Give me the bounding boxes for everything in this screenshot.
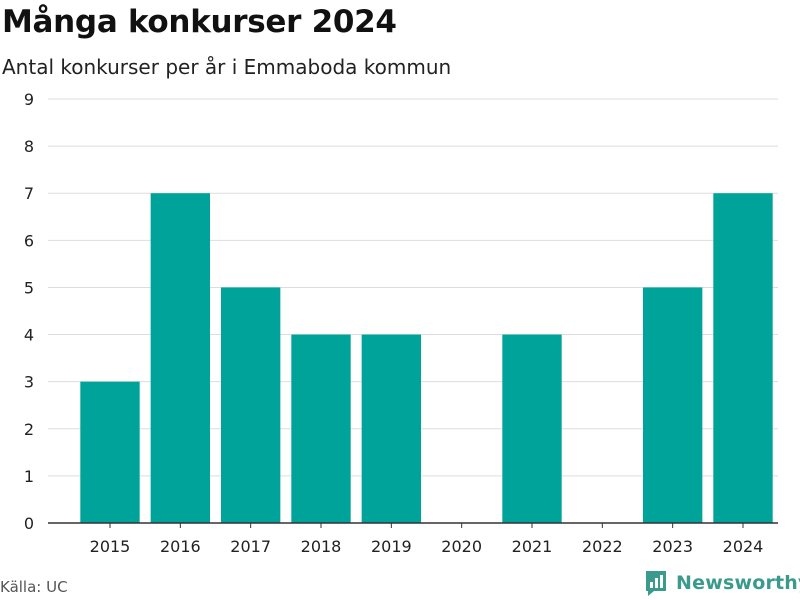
brand-name: Newsworthy — [676, 572, 800, 594]
bar-2016 — [150, 193, 211, 523]
y-tick-label: 9 — [24, 90, 34, 109]
y-tick-label: 1 — [24, 467, 34, 486]
brand-logo: Newsworthy — [644, 569, 800, 597]
chart-subtitle: Antal konkurser per år i Emmaboda kommun — [2, 55, 452, 79]
chart-title: Många konkurser 2024 — [2, 4, 397, 40]
y-tick-label: 7 — [24, 184, 34, 203]
y-tick-label: 3 — [24, 373, 34, 392]
y-tick-label: 5 — [24, 278, 34, 297]
x-tick-label: 2018 — [301, 537, 342, 556]
bar-2021 — [502, 334, 562, 523]
bar-2024 — [713, 193, 773, 523]
bar-2023 — [642, 287, 703, 523]
y-tick-label: 4 — [24, 326, 34, 345]
x-tick-label: 2021 — [512, 537, 553, 556]
bar-2015 — [80, 381, 140, 523]
x-tick-label: 2016 — [160, 537, 201, 556]
bars — [80, 193, 773, 523]
axes: 0 1 2 3 4 5 6 7 8 9 2015 2016 2017 2018 2019 2020 2021 20… — [24, 90, 778, 556]
bar-chart: 0 1 2 3 4 5 6 7 8 9 2015 2016 2017 2018 2019 2020 2021 20… — [24, 90, 778, 556]
x-tick-label: 2022 — [582, 537, 623, 556]
x-tick-label: 2024 — [723, 537, 764, 556]
bar-2018 — [291, 334, 351, 523]
newsworthy-logo-icon — [646, 571, 666, 596]
source-note: Källa: UC — [0, 578, 68, 596]
y-tick-label: 8 — [24, 137, 34, 156]
bar-2019 — [361, 334, 422, 523]
x-tick-label: 2023 — [652, 537, 693, 556]
y-tick-label: 6 — [24, 231, 34, 250]
bar-2017 — [220, 287, 281, 523]
x-tick-label: 2020 — [441, 537, 482, 556]
y-tick-label: 0 — [24, 514, 34, 533]
x-tick-label: 2019 — [371, 537, 412, 556]
x-tick-label: 2017 — [230, 537, 271, 556]
y-tick-label: 2 — [24, 420, 34, 439]
x-tick-label: 2015 — [90, 537, 131, 556]
